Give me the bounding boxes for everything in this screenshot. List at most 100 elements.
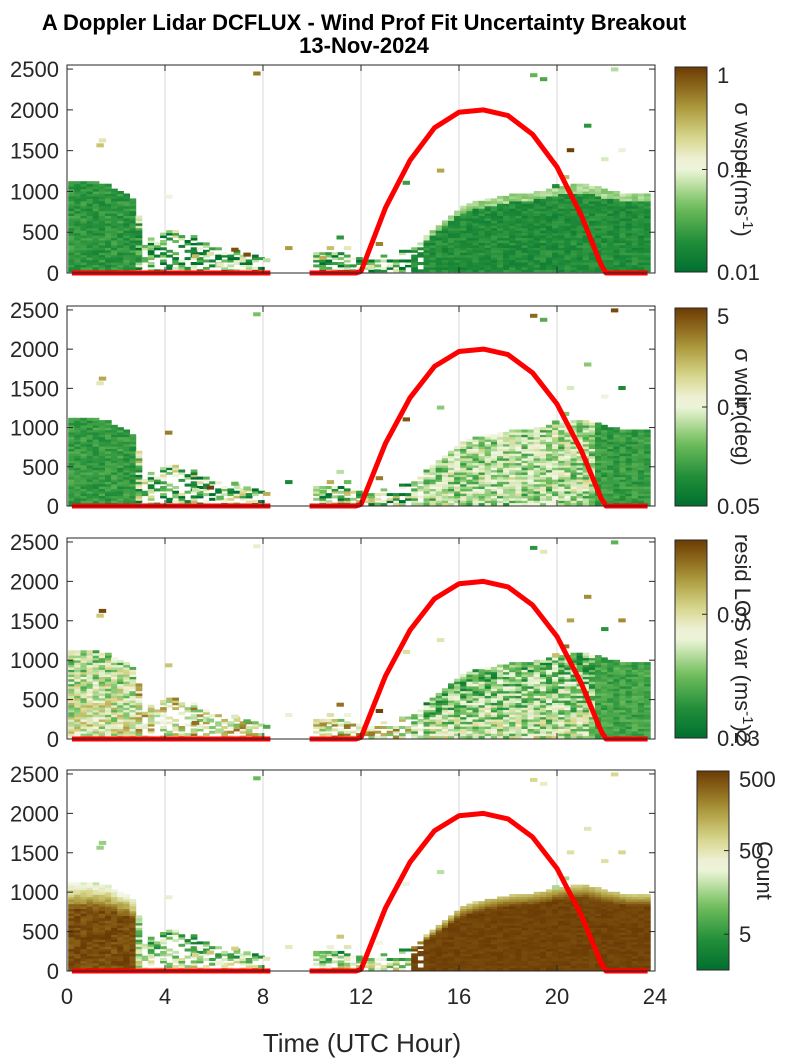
- heatmap-cell: [564, 210, 572, 214]
- heatmap-cell: [466, 448, 474, 452]
- heatmap-cell: [86, 422, 94, 426]
- heatmap-cell: [80, 474, 88, 478]
- heatmap-cell: [582, 264, 590, 268]
- heatmap-cell: [552, 438, 559, 442]
- heatmap-cell: [129, 718, 137, 722]
- heatmap-cell: [160, 486, 167, 489]
- heatmap-cell: [117, 490, 124, 494]
- heatmap-cell: [521, 688, 529, 692]
- heatmap-cell: [86, 674, 94, 677]
- heatmap-cell: [497, 495, 504, 499]
- heatmap-cell: [527, 688, 535, 692]
- heatmap-cell: [98, 235, 106, 239]
- heatmap-cell: [478, 697, 486, 701]
- heatmap-cell: [117, 688, 124, 692]
- heatmap-cell: [448, 235, 455, 239]
- heatmap-cell: [423, 723, 431, 727]
- heatmap-cell: [558, 220, 565, 224]
- heatmap-cell: [441, 714, 449, 718]
- heatmap-cell: [448, 688, 455, 692]
- heatmap-cell: [607, 264, 614, 268]
- heatmap-cell: [460, 225, 467, 229]
- heatmap-cell: [184, 266, 192, 270]
- heatmap-cell: [613, 222, 621, 226]
- heatmap-cell: [111, 434, 118, 438]
- heatmap-cell: [472, 232, 480, 236]
- heatmap-cell: [521, 488, 529, 492]
- heatmap-cell: [588, 438, 596, 442]
- heatmap-cell: [509, 443, 516, 447]
- heatmap-cell: [570, 225, 578, 229]
- heatmap-cell: [441, 252, 449, 256]
- heatmap-cell: [521, 721, 529, 725]
- heatmap-cell: [86, 685, 94, 689]
- heatmap-cell: [135, 474, 143, 478]
- heatmap-cell: [466, 235, 474, 239]
- heatmap-cell: [539, 254, 547, 258]
- heatmap-cell: [515, 453, 523, 457]
- heatmap-cell: [117, 222, 124, 226]
- heatmap-cell: [644, 495, 651, 499]
- heatmap-cell: [503, 464, 510, 468]
- heatmap-cell: [619, 195, 627, 199]
- heatmap-cell: [117, 438, 124, 442]
- heatmap-cell: [619, 230, 627, 234]
- heatmap-cell: [613, 476, 621, 480]
- heatmap-cell: [441, 469, 449, 473]
- heatmap-cell: [546, 721, 553, 725]
- heatmap-cell: [552, 269, 559, 273]
- heatmap-cell: [552, 420, 560, 425]
- heatmap-cell: [613, 262, 621, 265]
- heatmap-cell: [435, 702, 443, 706]
- heatmap-cell: [490, 448, 498, 452]
- heatmap-cell: [601, 471, 608, 475]
- heatmap-cell: [86, 714, 94, 718]
- heatmap-cell: [607, 495, 614, 499]
- heatmap-cell: [601, 462, 608, 466]
- heatmap-cell: [129, 455, 137, 459]
- heatmap-cell: [135, 247, 143, 251]
- heatmap-cell: [135, 726, 143, 729]
- heatmap-cell: [539, 664, 547, 668]
- heatmap-cell: [558, 244, 565, 248]
- heatmap-cell: [527, 462, 535, 466]
- heatmap-cell: [466, 483, 474, 487]
- heatmap-cell: [637, 431, 645, 435]
- heatmap-cell: [86, 230, 94, 234]
- heatmap-cell: [521, 671, 529, 675]
- heatmap-cell: [129, 476, 137, 480]
- heatmap-cell: [423, 718, 431, 722]
- heatmap-cell: [552, 483, 559, 487]
- heatmap-cell: [588, 436, 596, 440]
- heatmap-cell: [460, 230, 467, 234]
- heatmap-cell: [613, 195, 621, 199]
- heatmap-cell: [245, 493, 253, 497]
- heatmap-cell: [539, 700, 547, 703]
- heatmap-cell: [111, 664, 118, 668]
- heatmap-cell: [147, 240, 155, 243]
- heatmap-cell: [80, 193, 88, 197]
- heatmap-cell: [417, 502, 425, 506]
- heatmap-cell: [497, 460, 504, 464]
- heatmap-cell: [466, 464, 474, 468]
- heatmap-cell: [423, 721, 431, 725]
- heatmap-cell: [466, 244, 474, 248]
- heatmap-cell: [564, 429, 572, 433]
- heatmap-cell: [484, 500, 492, 504]
- y-tick-label: 2500: [10, 57, 59, 82]
- heatmap-cell: [92, 429, 100, 433]
- heatmap-cell: [576, 195, 584, 199]
- heatmap-cell: [98, 446, 106, 449]
- heatmap-cell: [546, 723, 553, 727]
- heatmap-cell: [123, 232, 130, 236]
- heatmap-cell: [429, 702, 437, 706]
- heatmap-cell: [252, 257, 259, 261]
- heatmap-cell: [123, 460, 130, 464]
- heatmap-cell: [448, 481, 455, 485]
- heatmap-cell: [402, 180, 410, 185]
- heatmap-cell: [399, 483, 406, 487]
- heatmap-cell: [441, 707, 449, 711]
- heatmap-cell: [484, 692, 492, 696]
- heatmap-cell: [601, 495, 608, 499]
- heatmap-cell: [637, 254, 645, 258]
